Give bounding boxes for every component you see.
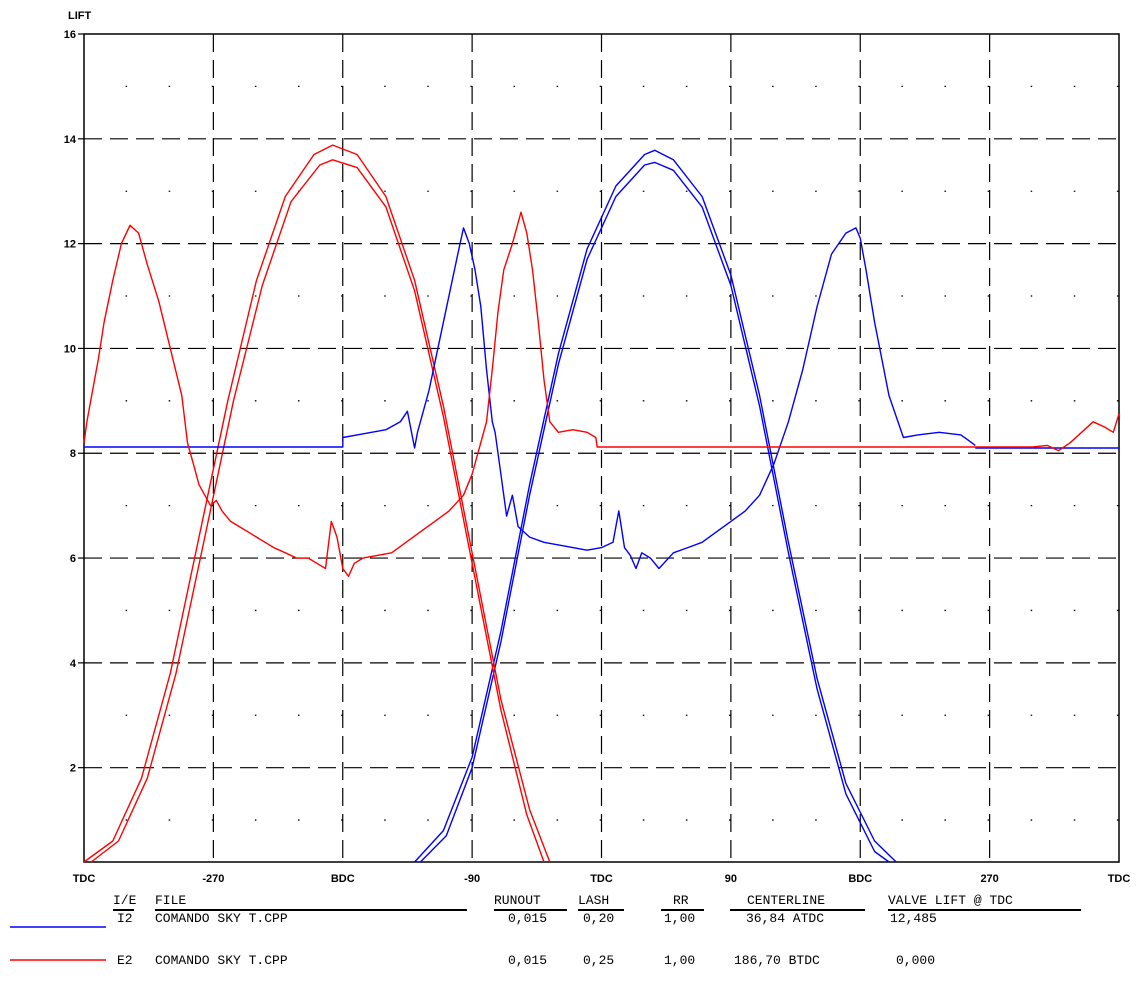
grid xyxy=(84,34,1119,862)
legend-centerline-i2: 36,84 ATDC xyxy=(746,911,824,926)
legend-lash-e2: 0,25 xyxy=(583,953,614,968)
y-tick-label: 12 xyxy=(64,239,76,251)
x-tick-label: 90 xyxy=(725,873,737,885)
x-tick-label: -90 xyxy=(464,873,480,885)
header-centerline: CENTERLINE xyxy=(747,893,825,908)
y-tick-label: 16 xyxy=(64,29,76,41)
series-E2-trace xyxy=(83,211,1120,578)
y-axis-label: LIFT xyxy=(68,10,91,22)
x-tick-label: TDC xyxy=(73,873,96,885)
y-ticks: 2 4 6 8 10 12 14 16 xyxy=(64,29,84,775)
x-tick-label: BDC xyxy=(848,873,872,885)
x-tick-label: 270 xyxy=(980,873,998,885)
x-tick-label: BDC xyxy=(331,873,355,885)
x-tick-label: TDC xyxy=(590,873,613,885)
legend-table: I/E FILE RUNOUT LASH RR CENTERLINE VALVE… xyxy=(10,893,1081,968)
legend-runout-e2: 0,015 xyxy=(508,953,547,968)
header-lash: LASH xyxy=(578,893,609,908)
series-E2-lift-a xyxy=(83,144,551,863)
series-I2-lift-b xyxy=(419,161,890,863)
series-lines xyxy=(83,144,1120,863)
header-file: FILE xyxy=(155,893,186,908)
legend-runout-i2: 0,015 xyxy=(508,911,547,926)
legend-valve-lift-e2: 0,000 xyxy=(896,953,935,968)
y-tick-label: 6 xyxy=(70,553,76,565)
header-rr: RR xyxy=(673,893,689,908)
legend-file-i2: COMANDO SKY T.CPP xyxy=(155,911,288,926)
x-tick-label: -270 xyxy=(202,873,224,885)
legend-centerline-e2: 186,70 BTDC xyxy=(734,953,820,968)
series-I2-lift-a xyxy=(414,149,897,863)
y-tick-label: 14 xyxy=(64,134,77,146)
x-tick-label: TDC xyxy=(1108,873,1131,885)
legend-rr-i2: 1,00 xyxy=(664,911,695,926)
header-ie: I/E xyxy=(113,893,137,908)
legend-ie-e2: E2 xyxy=(117,953,133,968)
legend-ie-i2: I2 xyxy=(117,911,133,926)
legend-rr-e2: 1,00 xyxy=(664,953,695,968)
series-E2-lift-b xyxy=(90,159,545,863)
series-I2-trace xyxy=(84,227,976,570)
legend-file-e2: COMANDO SKY T.CPP xyxy=(155,953,288,968)
legend-lash-i2: 0,20 xyxy=(583,911,614,926)
header-runout: RUNOUT xyxy=(494,893,541,908)
y-tick-label: 4 xyxy=(70,658,77,670)
y-tick-label: 2 xyxy=(70,763,76,775)
legend-valve-lift-i2: 12,485 xyxy=(890,911,937,926)
y-tick-label: 8 xyxy=(70,448,76,460)
y-tick-label: 10 xyxy=(64,343,76,355)
x-ticks: TDC -270 BDC -90 TDC 90 BDC 270 TDC xyxy=(73,873,1131,885)
header-valve-lift: VALVE LIFT @ TDC xyxy=(888,893,1013,908)
